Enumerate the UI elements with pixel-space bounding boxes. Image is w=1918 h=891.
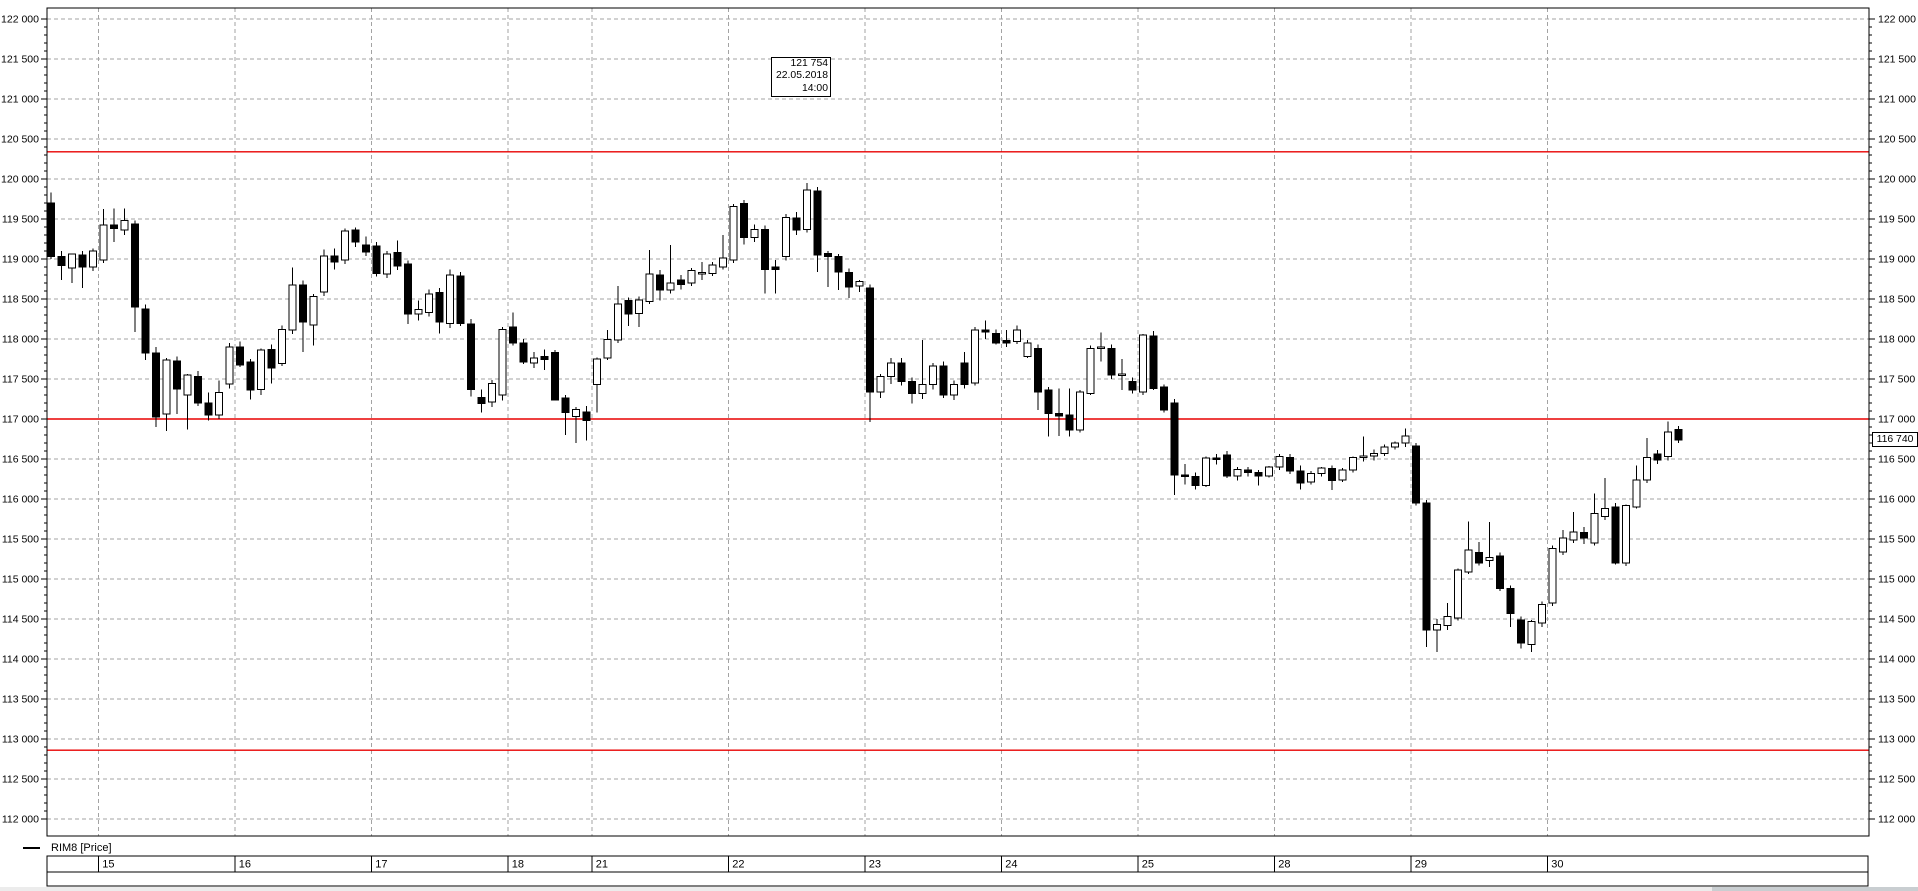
svg-text:114 000: 114 000 [1878,654,1915,666]
svg-text:15: 15 [102,859,114,871]
svg-text:17: 17 [375,859,387,871]
svg-text:114 000: 114 000 [2,654,39,666]
svg-text:116 000: 116 000 [2,494,39,506]
tooltip-price: 121 754 [790,58,828,69]
svg-text:114 500: 114 500 [2,614,39,626]
series-legend[interactable]: RIM8 [Price] [23,840,112,855]
svg-text:118 000: 118 000 [1878,334,1915,346]
svg-text:119 000: 119 000 [1878,254,1915,266]
svg-text:120 000: 120 000 [1878,174,1916,186]
svg-text:23: 23 [869,859,881,871]
svg-text:18: 18 [512,859,524,871]
grid-layer [47,8,1869,836]
svg-text:113 500: 113 500 [1878,694,1915,706]
svg-text:120 500: 120 500 [1,134,39,146]
svg-text:29: 29 [1415,859,1427,871]
scrollbar-thumb[interactable] [1712,887,1918,891]
red-level-lines [47,151,1869,751]
scrollbar-track[interactable] [0,887,1918,891]
svg-text:117 500: 117 500 [1878,374,1915,386]
series-legend-label: RIM8 [Price] [51,841,112,854]
date-axis: 15 16 17 18 21 22 23 24 25 28 29 30 [46,855,1869,887]
svg-text:118 500: 118 500 [1878,294,1915,306]
svg-text:113 000: 113 000 [2,734,39,746]
svg-text:122 000: 122 000 [1878,14,1916,26]
current-price-label: 116 740 [1872,432,1918,448]
svg-text:117 000: 117 000 [2,414,39,426]
candles-layer [47,183,1683,652]
svg-text:112 000: 112 000 [2,814,39,826]
svg-text:21: 21 [596,859,608,871]
horizontal-scrollbar[interactable] [0,887,1918,891]
svg-text:113 000: 113 000 [1878,734,1915,746]
svg-text:118 000: 118 000 [2,334,39,346]
svg-text:120 500: 120 500 [1878,134,1916,146]
svg-text:16: 16 [239,859,251,871]
svg-text:121 500: 121 500 [1878,54,1916,66]
svg-text:115 500: 115 500 [2,534,39,546]
svg-text:116 500: 116 500 [1878,454,1915,466]
axes-layer [41,7,1875,837]
svg-text:25: 25 [1142,859,1154,871]
svg-text:119 000: 119 000 [2,254,39,266]
svg-text:121 000: 121 000 [1,94,39,106]
cursor-info-box: 121 754 22.05.2018 14:00 [771,57,831,97]
svg-text:119 500: 119 500 [2,214,39,226]
svg-text:112 500: 112 500 [1878,774,1915,786]
svg-text:119 500: 119 500 [1878,214,1915,226]
svg-text:115 000: 115 000 [2,574,39,586]
svg-text:117 000: 117 000 [1878,414,1915,426]
svg-text:112 000: 112 000 [1878,814,1915,826]
svg-text:22: 22 [732,859,744,871]
tooltip-time: 14:00 [801,82,828,94]
svg-text:114 500: 114 500 [1878,614,1915,626]
svg-text:24: 24 [1005,859,1017,871]
svg-text:121 000: 121 000 [1878,94,1916,106]
svg-text:116 000: 116 000 [1878,494,1915,506]
svg-text:115 500: 115 500 [1878,534,1915,546]
svg-text:118 500: 118 500 [2,294,39,306]
svg-text:120 000: 120 000 [1,174,39,186]
tooltip-date: 22.05.2018 [775,70,828,82]
series-line-icon [23,846,40,849]
svg-text:116 500: 116 500 [2,454,39,466]
svg-text:28: 28 [1278,859,1290,871]
y-axis-labels: 122 000 122 000 121 500 121 500 121 000 121 0… [1,14,1916,826]
svg-text:30: 30 [1551,859,1563,871]
svg-text:121 500: 121 500 [1,54,39,66]
svg-text:115 000: 115 000 [1878,574,1915,586]
svg-text:117 500: 117 500 [2,374,39,386]
svg-text:113 500: 113 500 [2,694,39,706]
svg-text:112 500: 112 500 [2,774,39,786]
svg-text:122 000: 122 000 [1,14,39,26]
